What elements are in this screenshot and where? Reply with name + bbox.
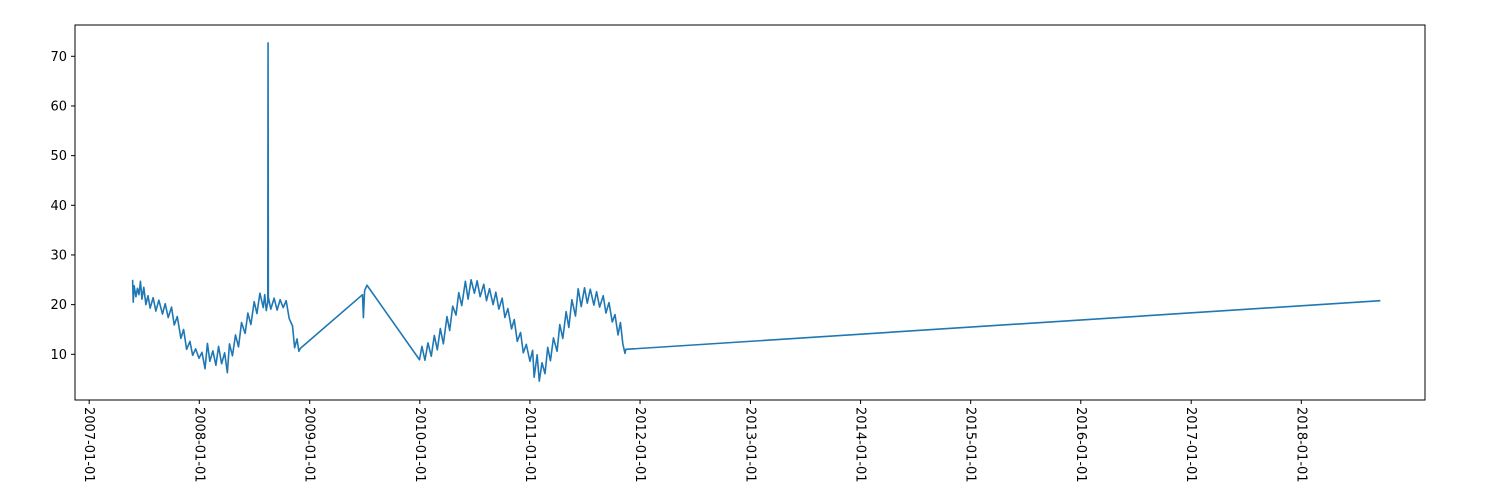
series-line: [133, 43, 1381, 381]
x-tick-label: 2018-01-01: [1293, 407, 1308, 483]
x-tick-label: 2016-01-01: [1073, 407, 1088, 483]
x-tick-label: 2013-01-01: [742, 407, 757, 483]
x-tick-label: 2012-01-01: [632, 407, 647, 483]
y-tick-label: 30: [50, 248, 67, 263]
x-tick-label: 2009-01-01: [302, 407, 317, 483]
y-tick-label: 60: [50, 99, 67, 114]
y-tick-label: 70: [50, 50, 67, 65]
x-tick-label: 2007-01-01: [81, 407, 96, 483]
y-tick-label: 20: [50, 298, 67, 313]
y-axis: 10 20 30 40 50 60 70: [50, 50, 75, 363]
plot-frame: [75, 25, 1425, 400]
x-tick-label: 2015-01-01: [963, 407, 978, 483]
x-tick-label: 2011-01-01: [522, 407, 537, 483]
x-tick-label: 2010-01-01: [412, 407, 427, 483]
y-tick-label: 10: [50, 348, 67, 363]
y-tick-label: 50: [50, 149, 67, 164]
x-tick-label: 2008-01-01: [191, 407, 206, 483]
x-tick-label: 2017-01-01: [1183, 407, 1198, 483]
series-layer: [133, 43, 1381, 381]
x-tick-label: 2014-01-01: [853, 407, 868, 483]
y-tick-label: 40: [50, 199, 67, 214]
x-axis: 2007-01-01 2008-01-01 2009-01-01 2010-01-01…: [81, 400, 1308, 483]
